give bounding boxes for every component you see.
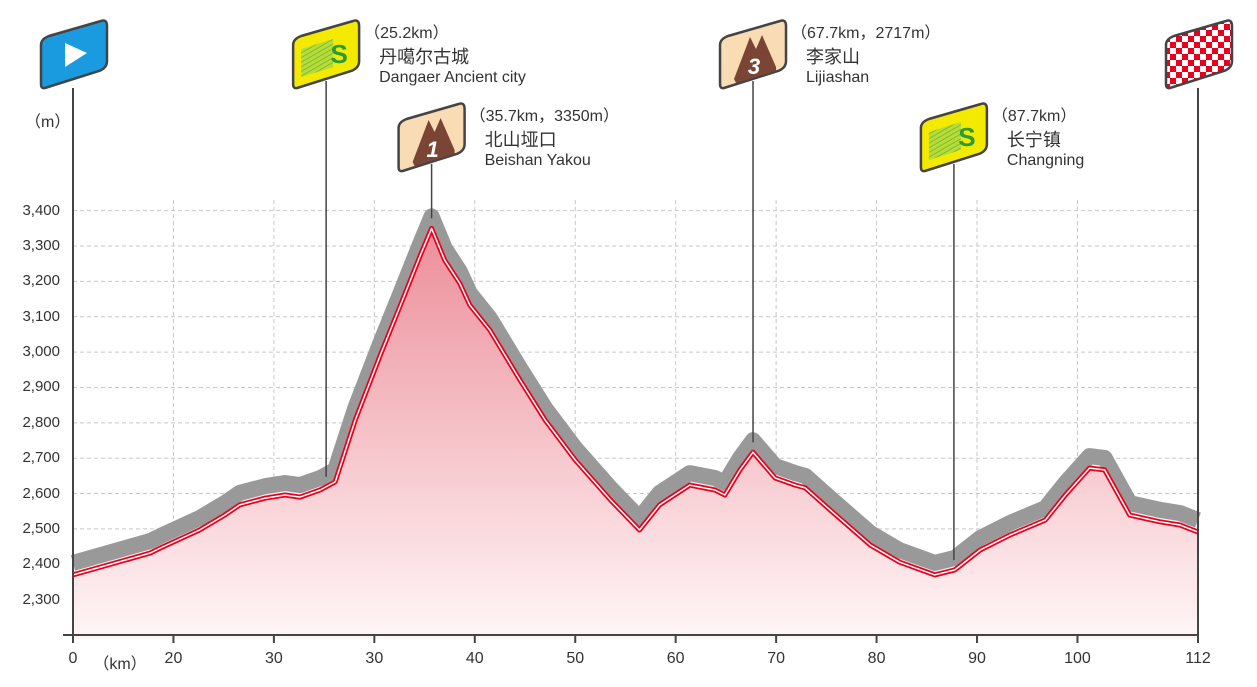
- marker-distance-label: （67.7km，2717m）: [791, 25, 941, 42]
- sprint-s-icon: S: [958, 122, 975, 152]
- marker-name-zh: 长宁镇: [1006, 130, 1061, 151]
- marker-name-en: Changning: [1006, 152, 1085, 169]
- marker-name-zh: 北山垭口: [484, 130, 557, 151]
- marker-distance-label: （87.7km）: [991, 108, 1077, 125]
- play-icon: [65, 43, 87, 67]
- y-tick-label: 2,800: [22, 413, 60, 431]
- marker-name-zh: 丹噶尔古城: [379, 47, 470, 68]
- x-tick-label: 112: [1185, 650, 1211, 667]
- finish-marker: [1164, 19, 1234, 90]
- marker-name-en: Beishan Yakou: [484, 152, 591, 169]
- marker-name-en: Lijiashan: [806, 69, 870, 86]
- y-tick-label: 2,900: [22, 378, 60, 396]
- y-tick-label: 2,300: [22, 590, 60, 608]
- x-axis-unit: （km）: [93, 656, 147, 673]
- marker-name-zh: 李家山: [806, 47, 861, 68]
- kom-category-icon: 3: [748, 54, 760, 79]
- elevation-area-fill: [73, 232, 1198, 639]
- y-tick-label: 2,500: [22, 519, 60, 537]
- marker-distance-label: （25.2km）: [364, 25, 449, 42]
- mountain-icon: [734, 35, 777, 83]
- y-axis-unit: （m）: [25, 114, 71, 131]
- y-tick-label: 2,600: [22, 484, 60, 502]
- x-tick-label: 90: [968, 650, 986, 667]
- mountain-icon: [412, 118, 455, 166]
- kom-marker: 3: [718, 19, 788, 443]
- y-tick-label: 3,400: [22, 201, 60, 219]
- x-tick-label: 0: [68, 650, 78, 667]
- elevation-line-highlight: [72, 227, 1199, 576]
- x-tick-label: 100: [1064, 650, 1091, 667]
- x-tick-label: 70: [767, 650, 786, 667]
- marker-name-en: Dangaer Ancient city: [379, 69, 526, 86]
- y-tick-label: 3,200: [22, 272, 60, 290]
- kom-category-icon: 1: [426, 137, 438, 162]
- x-tick-label: 80: [867, 650, 886, 667]
- y-tick-label: 2,700: [22, 449, 60, 467]
- x-tick-label: 30: [264, 650, 283, 667]
- sprint-marker: S: [291, 19, 361, 477]
- marker-distance-label: （35.7km，3350m）: [469, 108, 619, 125]
- sprint-stripes-icon: [301, 39, 334, 77]
- elevation-shadow-band: [70, 208, 1201, 571]
- finish-flag: [1164, 19, 1234, 90]
- x-tick-label: 40: [465, 650, 484, 667]
- kom-marker: 1: [397, 102, 466, 219]
- sprint-marker: S: [919, 102, 989, 561]
- x-tick-label: 60: [666, 650, 685, 667]
- start-marker: [39, 19, 109, 90]
- y-tick-label: 3,100: [22, 307, 60, 325]
- x-tick-label: 30: [365, 650, 384, 667]
- x-tick-label: 20: [164, 650, 183, 667]
- y-tick-label: 3,300: [22, 237, 60, 255]
- sprint-stripes-icon: [928, 122, 961, 160]
- y-tick-label: 2,400: [22, 555, 60, 573]
- x-tick-label: 50: [566, 650, 585, 667]
- sprint-s-icon: S: [330, 39, 347, 69]
- y-tick-label: 3,000: [22, 343, 60, 361]
